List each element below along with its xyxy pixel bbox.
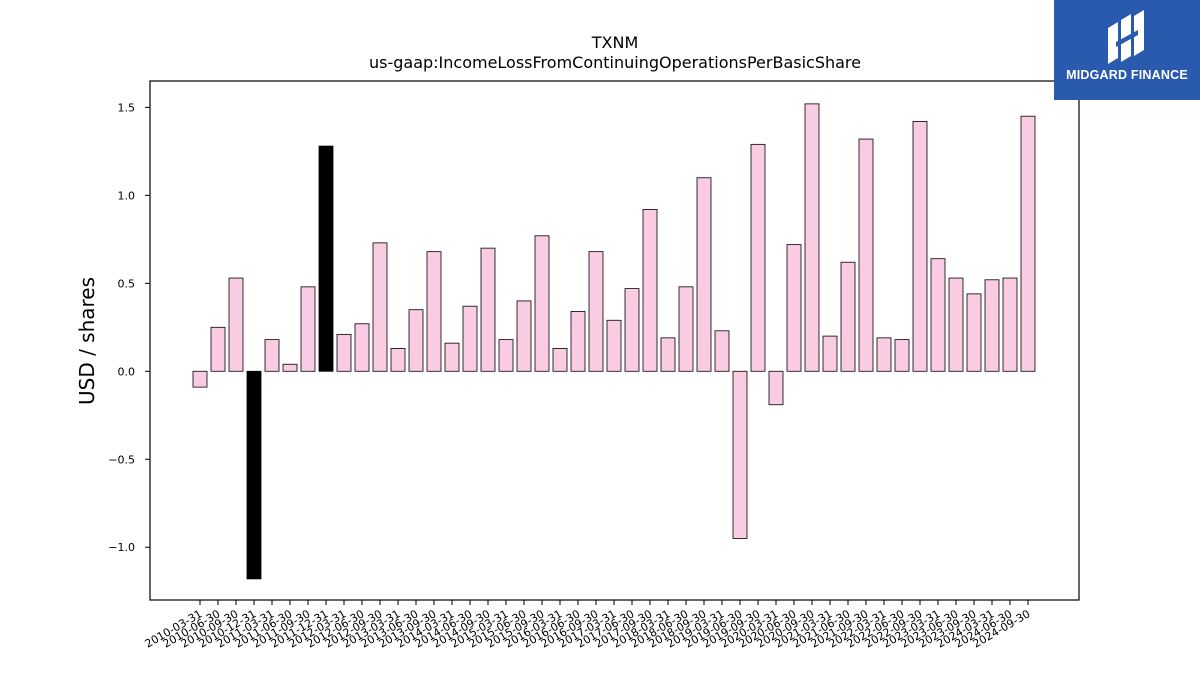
y-tick-label: 1.5 xyxy=(118,101,136,114)
bar-2018-06-30 xyxy=(678,286,694,372)
bar-2024-03-31 xyxy=(984,279,1000,372)
bar-2015-06-30 xyxy=(516,300,532,372)
bar-2011-03-31 xyxy=(264,339,280,372)
y-tick-label: 1.0 xyxy=(118,189,136,202)
bar-2021-06-30 xyxy=(840,261,856,372)
bar-2021-03-31 xyxy=(822,335,838,372)
y-tick-label: −1.0 xyxy=(108,541,135,554)
bar-2010-03-31 xyxy=(192,370,208,388)
bar-2019-06-30 xyxy=(732,370,748,539)
bar-2014-06-30 xyxy=(462,305,478,372)
bar-2012-09-30 xyxy=(372,242,388,372)
brand-name: MIDGARD FINANCE xyxy=(1066,68,1188,82)
bar-2012-03-31 xyxy=(336,333,352,372)
bar-2019-03-31 xyxy=(714,330,730,372)
chart-title: TXNM xyxy=(591,33,639,52)
bar-2017-03-31 xyxy=(606,319,622,372)
bar-2013-09-30 xyxy=(426,251,442,372)
plot-frame xyxy=(149,80,1080,601)
y-tick-label: 0.5 xyxy=(118,277,136,290)
bar-2017-06-30 xyxy=(624,288,640,372)
bar-2022-06-30 xyxy=(894,339,910,372)
bar-2016-03-31 xyxy=(552,348,568,372)
bar-2024-06-30 xyxy=(1002,277,1018,372)
bars-group xyxy=(192,103,1036,580)
bar-2010-09-30 xyxy=(228,277,244,372)
bar-2019-09-30 xyxy=(750,143,766,372)
bar-2011-06-30 xyxy=(282,363,298,372)
x-axis: 2010-03-312010-06-302010-09-302010-12-31… xyxy=(143,600,1033,651)
bar-2012-06-30 xyxy=(354,323,370,372)
bar-2014-03-31 xyxy=(444,342,460,372)
bar-2023-03-31 xyxy=(930,258,946,372)
y-axis: −1.0 −0.5 0.0 0.5 1.0 1.5 xyxy=(108,101,150,554)
bar-2010-06-30 xyxy=(210,326,226,372)
bar-2016-06-30 xyxy=(570,311,586,372)
bar-2024-09-30 xyxy=(1020,115,1036,372)
bar-2011-12-31 xyxy=(318,145,334,372)
bar-2018-03-31 xyxy=(660,337,676,372)
bar-2023-06-30 xyxy=(948,277,964,372)
bar-2023-09-30 xyxy=(966,293,982,372)
y-tick-label: 0.0 xyxy=(118,365,136,378)
bar-2011-09-30 xyxy=(300,286,316,372)
chart-subtitle: us-gaap:IncomeLossFromContinuingOperatio… xyxy=(369,53,861,72)
bar-2021-09-30 xyxy=(858,138,874,372)
bar-2016-09-30 xyxy=(588,251,604,372)
midgard-logo: MIDGARD FINANCE xyxy=(1054,0,1200,100)
bar-2020-09-30 xyxy=(804,103,820,372)
bar-2015-03-31 xyxy=(498,339,514,372)
bar-2018-09-30 xyxy=(696,177,712,372)
bar-2020-03-31 xyxy=(768,370,784,406)
bar-2022-09-30 xyxy=(912,121,928,372)
bar-2013-03-31 xyxy=(390,348,406,372)
y-axis-label: USD / shares xyxy=(75,277,99,405)
midgard-logo-icon xyxy=(1108,10,1144,64)
bar-2022-03-31 xyxy=(876,337,892,372)
bar-2020-06-30 xyxy=(786,244,802,372)
bar-2017-09-30 xyxy=(642,209,658,372)
bar-2013-06-30 xyxy=(408,309,424,372)
bar-2010-12-31 xyxy=(246,370,262,580)
y-tick-label: −0.5 xyxy=(108,453,135,466)
bar-2015-09-30 xyxy=(534,235,550,372)
bar-2014-09-30 xyxy=(480,247,496,372)
